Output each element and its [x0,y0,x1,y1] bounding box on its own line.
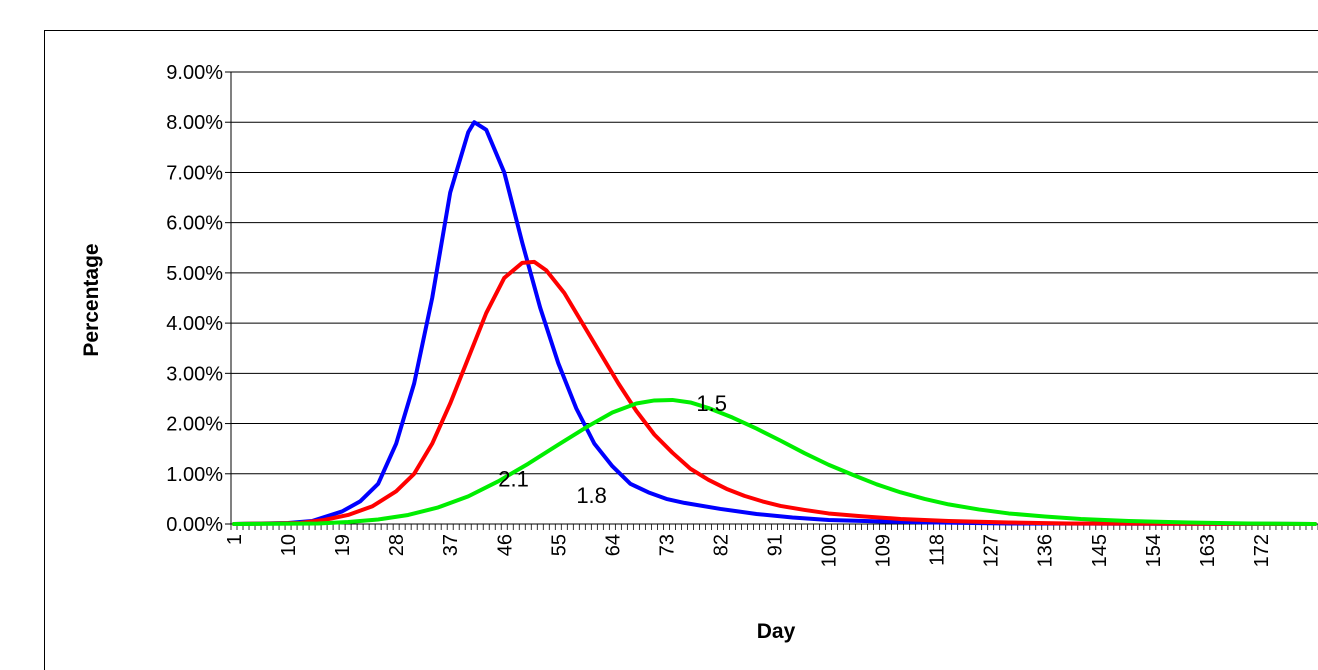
y-tick-label: 7.00% [166,162,223,184]
y-tick-label: 6.00% [166,213,223,235]
y-tick-label: 3.00% [166,363,223,385]
x-tick-label: 37 [440,534,462,556]
x-tick-label: 100 [819,534,841,567]
series-label-1.5: 1.5 [696,391,727,416]
chart-frame [44,30,1318,670]
series-label-1.8: 1.8 [576,483,607,508]
y-axis-ticks: 0.00% 1.00% 2.00% 3.00% 4.00% 5.00% 6.00% 7.00%… [166,62,231,536]
series-line-1.8 [232,259,1317,526]
y-tick-label: 4.00% [166,313,223,335]
x-tick-label: 145 [1089,534,1111,567]
x-tick-label: 172 [1251,534,1273,567]
axes [230,72,1318,525]
series-line-1.5 [232,397,1317,526]
x-tick-label: 109 [873,534,895,567]
x-tick-label: 163 [1197,534,1219,567]
x-tick-label: 82 [710,534,732,556]
y-tick-label: 1.00% [166,464,223,486]
series-label-2.1: 2.1 [498,466,529,491]
x-tick-label: 73 [656,534,678,556]
x-tick-label: 64 [602,534,624,556]
y-tick-label: 9.00% [166,62,223,84]
y-tick-label: 8.00% [166,112,223,134]
x-tick-label: 136 [1035,534,1057,567]
series-line-2.1 [232,120,1317,526]
x-tick-label: 91 [765,534,787,556]
x-axis-title: Day [757,620,796,643]
x-tick-label: 10 [278,534,300,556]
x-tick-label: 28 [386,534,408,556]
x-tick-label: 154 [1143,534,1165,567]
x-tick-label: 127 [981,534,1003,567]
y-tick-label: 0.00% [166,514,223,536]
y-axis-title: Percentage [80,243,103,356]
y-tick-label: 2.00% [166,414,223,436]
y-tick-label: 5.00% [166,263,223,285]
x-tick-label: 46 [494,534,516,556]
x-tick-label: 19 [332,534,354,556]
x-tick-label: 118 [927,534,949,566]
x-tick-label: 1 [224,534,246,545]
series-labels: 2.1 1.8 1.5 [498,391,727,508]
x-axis-ticks: 1 10 19 28 37 46 55 64 73 82 91 100 109 118 127 136 145 1… [224,524,1318,567]
gridlines [231,71,1318,475]
x-tick-label: 55 [548,534,570,556]
series-lines [232,120,1317,526]
